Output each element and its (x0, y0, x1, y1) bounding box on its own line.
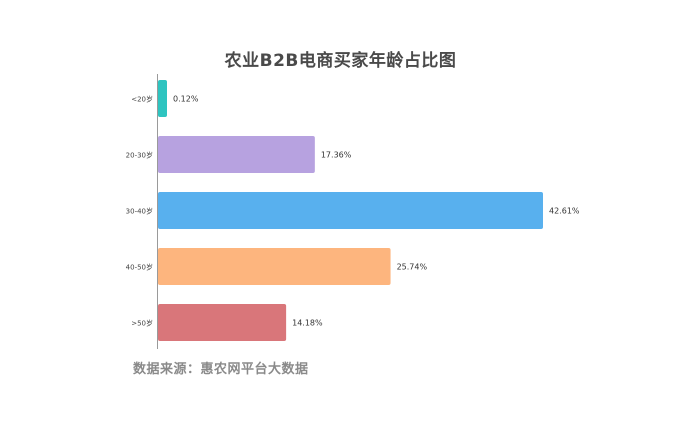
value-data-label: 14.18% (292, 319, 323, 328)
data-source-note: 数据来源：惠农网平台大数据 (133, 362, 309, 377)
value-data-label: 25.74% (397, 263, 428, 272)
category-tick-label: 20-30岁 (126, 151, 153, 160)
value-data-label: 42.61% (549, 207, 580, 216)
category-tick-label: 30-40岁 (126, 207, 153, 216)
bar-1 (158, 136, 315, 173)
chart-title: 农业B2B电商买家年龄占比图 (224, 51, 457, 71)
bar-4 (158, 304, 287, 341)
bar-0 (158, 80, 167, 117)
bars-group: <20岁 0.12% 20-30岁 17.36% 30-40岁 42.61% 40-50岁 2… (126, 80, 580, 341)
bar-3 (158, 248, 391, 285)
value-data-label: 17.36% (321, 151, 352, 160)
bar-2 (158, 192, 543, 229)
category-tick-label: >50岁 (131, 319, 153, 328)
category-tick-label: 40-50岁 (126, 263, 153, 272)
category-tick-label: <20岁 (131, 95, 153, 104)
value-data-label: 0.12% (173, 95, 199, 104)
